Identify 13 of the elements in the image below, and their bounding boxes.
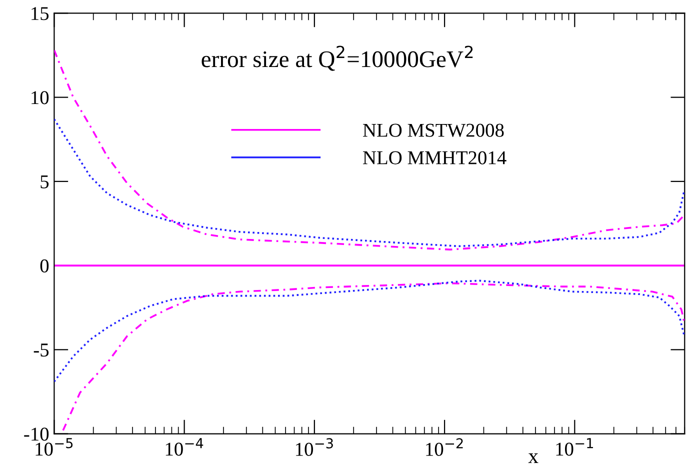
- x-tick-label: 10$^{−4}$: [166, 438, 204, 456]
- legend-label: NLO MSTW2008: [363, 124, 504, 137]
- y-tick-label: 10: [32, 91, 49, 104]
- x-axis-title: x: [528, 453, 538, 463]
- y-tick-label: 5: [40, 175, 49, 188]
- legend-label: NLO MMHT2014: [363, 151, 506, 164]
- y-tick-label: 15: [32, 7, 49, 20]
- y-tick-label: 0: [40, 259, 49, 272]
- x-tick-label: 10$^{−2}$: [426, 438, 463, 456]
- x-tick-label: 10$^{−3}$: [296, 438, 333, 456]
- text: error size at Q$^{2}$=10000GeV$^{2}$: [202, 46, 473, 71]
- y-tick-label: -5: [34, 344, 49, 357]
- x-tick-label: 10$^{−1}$: [556, 438, 593, 456]
